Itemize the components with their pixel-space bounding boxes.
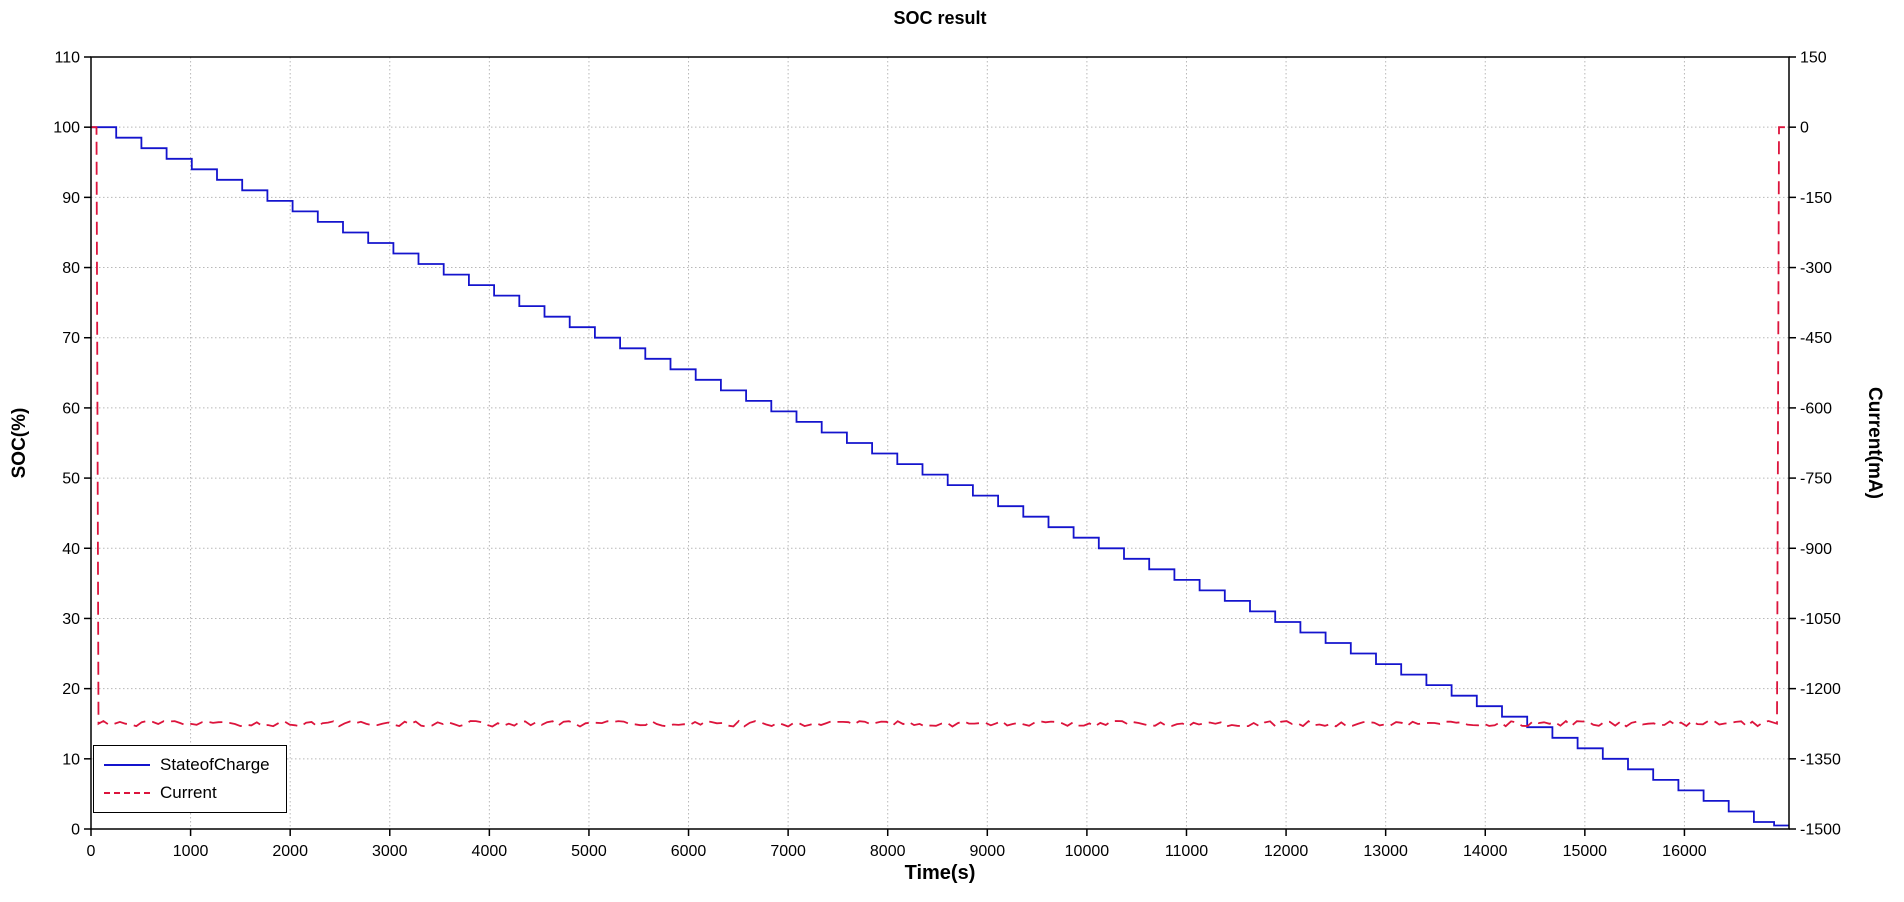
legend-label-current: Current — [160, 783, 217, 802]
y-axis-label-left: SOC(%) — [9, 407, 30, 479]
x-tick-label: 16000 — [1662, 843, 1707, 860]
y-right-tick-label: -300 — [1800, 260, 1832, 277]
y-right-tick-label: -1350 — [1800, 751, 1841, 768]
current-line — [91, 126, 1789, 728]
x-tick-label: 2000 — [272, 843, 308, 860]
y-left-tick-label: 40 — [62, 541, 80, 558]
y-right-tick-label: -1500 — [1800, 822, 1841, 839]
y-left-tick-label: 100 — [53, 120, 80, 137]
y-left-tick-label: 0 — [71, 822, 80, 839]
legend-item-stateofcharge: StateofCharge — [104, 755, 270, 775]
y-left-tick-label: 60 — [62, 400, 80, 417]
y-right-tick-label: -900 — [1800, 541, 1832, 558]
grid — [91, 57, 1789, 829]
chart-title: SOC result — [893, 8, 987, 28]
x-tick-label: 10000 — [1065, 843, 1110, 860]
y-left-tick-label: 70 — [62, 330, 80, 347]
x-tick-label: 14000 — [1463, 843, 1508, 860]
x-tick-label: 13000 — [1363, 843, 1408, 860]
y-right-tick-label: 150 — [1800, 50, 1827, 67]
x-tick-label: 9000 — [970, 843, 1006, 860]
y-right-tick-label: -1050 — [1800, 611, 1841, 628]
x-tick-label: 6000 — [671, 843, 707, 860]
y-left-tick-label: 110 — [54, 50, 80, 67]
legend-label-soc: StateofCharge — [160, 755, 270, 774]
legend-item-current: Current — [104, 783, 270, 803]
y-right-tick-label: 0 — [1800, 120, 1809, 137]
x-tick-label: 1000 — [173, 843, 209, 860]
y-right-tick-label: -150 — [1800, 190, 1832, 207]
legend-line-sample-current — [104, 792, 150, 794]
x-tick-label: 12000 — [1264, 843, 1309, 860]
y-left-tick-label: 90 — [62, 190, 80, 207]
y-right-tick-label: -450 — [1800, 330, 1832, 347]
plot-border — [90, 56, 1790, 830]
tick-labels: 0 1000 2000 3000 4000 5000 6000 7000 8000 9000 100… — [53, 50, 1841, 861]
axis-ticks — [84, 56, 1796, 836]
x-tick-label: 3000 — [372, 843, 408, 860]
x-tick-label: 7000 — [770, 843, 806, 860]
y-left-tick-label: 10 — [62, 751, 80, 768]
x-tick-label: 4000 — [472, 843, 508, 860]
y-left-tick-label: 30 — [62, 611, 80, 628]
x-tick-label: 0 — [87, 843, 96, 860]
y-right-tick-label: -1200 — [1800, 681, 1841, 698]
y-axis-label-right: Current(mA) — [1864, 387, 1885, 499]
legend-line-sample-soc — [104, 764, 150, 766]
x-tick-label: 11000 — [1165, 843, 1208, 860]
x-tick-label: 8000 — [870, 843, 906, 860]
y-right-tick-label: -750 — [1800, 471, 1832, 488]
x-tick-label: 5000 — [571, 843, 607, 860]
y-left-tick-label: 50 — [62, 471, 80, 488]
soc-line — [91, 126, 1789, 827]
y-left-tick-label: 20 — [62, 681, 80, 698]
legend: StateofCharge Current — [93, 745, 287, 813]
x-tick-label: 15000 — [1563, 843, 1608, 860]
y-right-tick-label: -600 — [1800, 400, 1832, 417]
x-axis-label: Time(s) — [904, 862, 976, 884]
y-left-tick-label: 80 — [62, 260, 80, 277]
